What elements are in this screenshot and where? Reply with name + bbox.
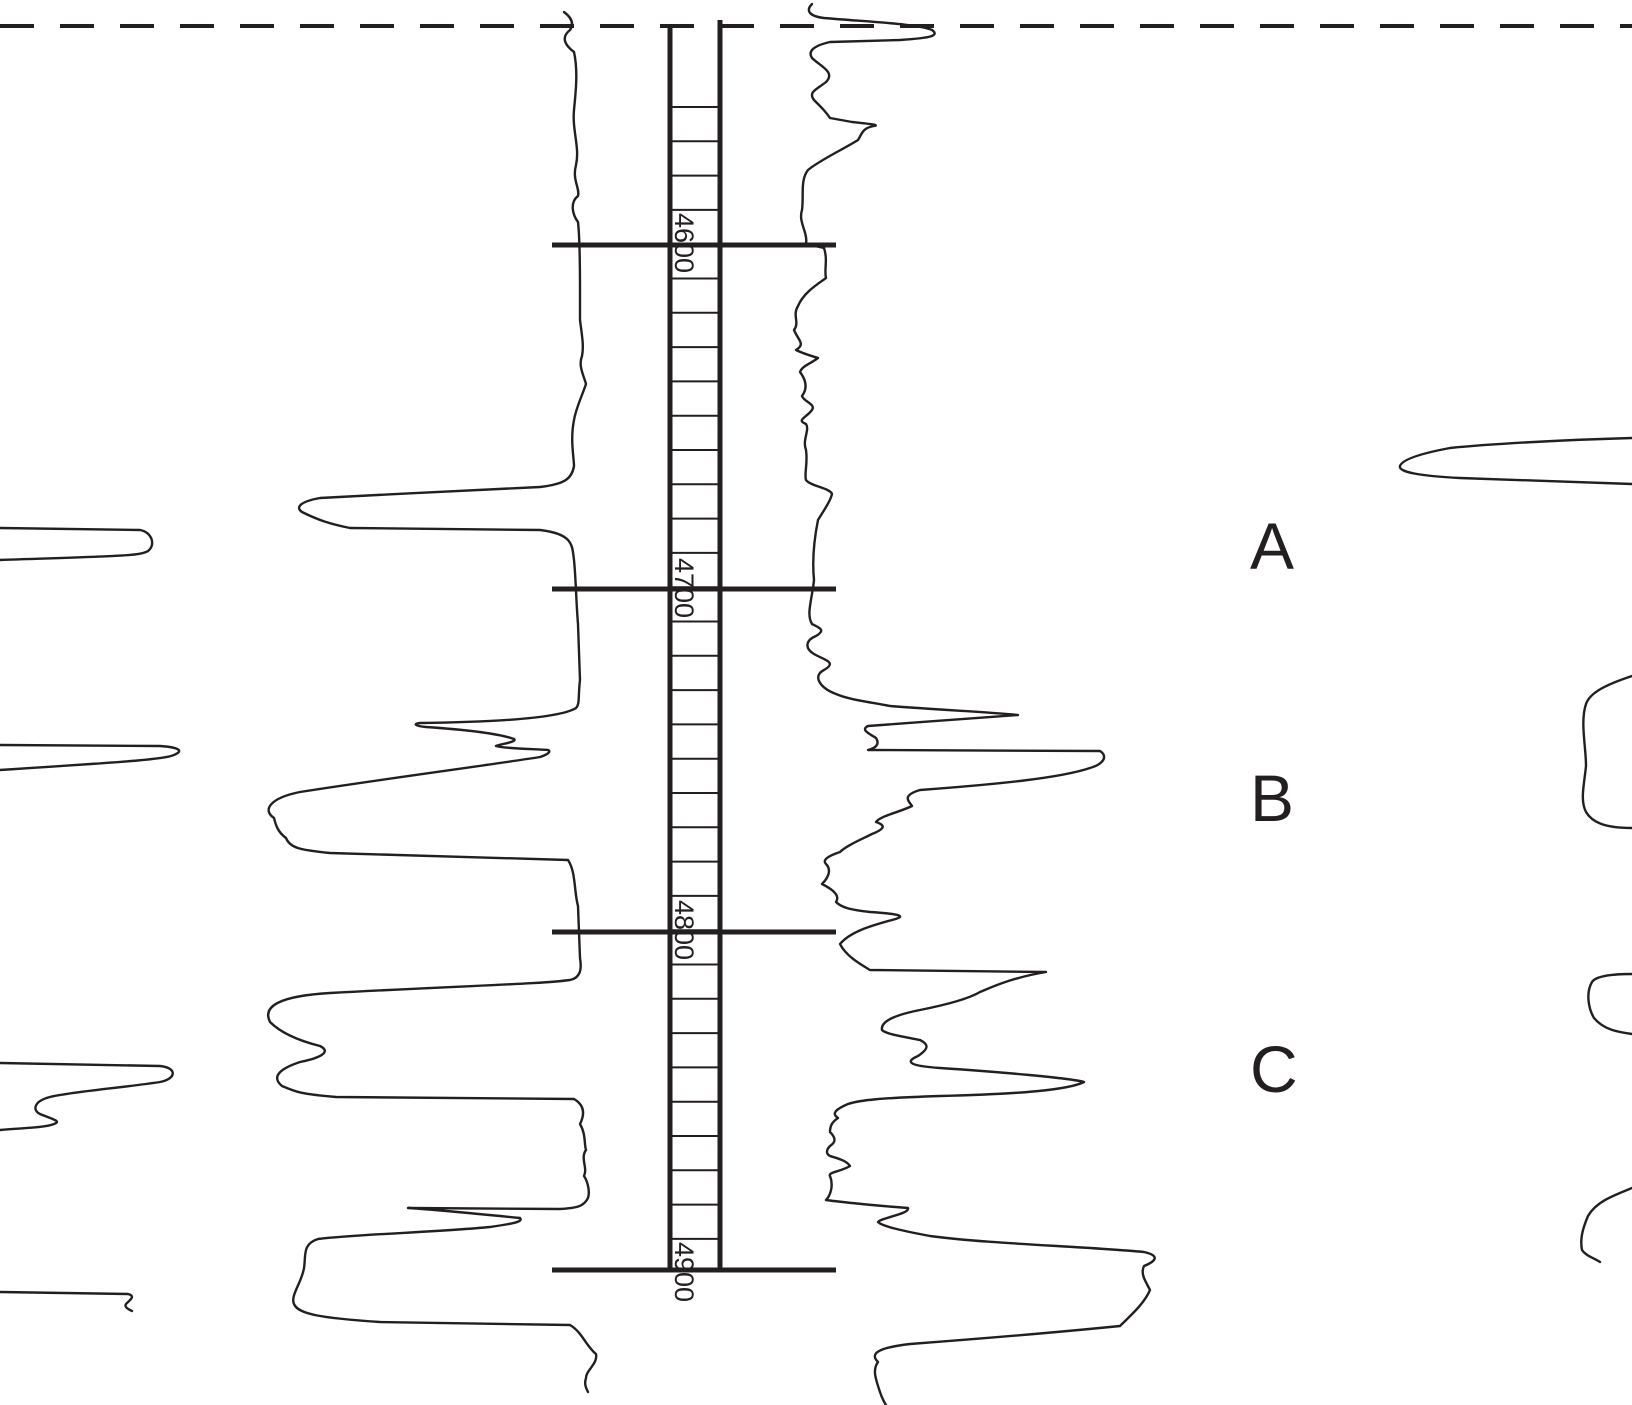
depth-label-4800: 4800 bbox=[669, 900, 699, 960]
zone-label-a: A bbox=[1250, 509, 1294, 583]
depth-label-4700: 4700 bbox=[669, 558, 699, 618]
right-well-log-curve bbox=[1398, 436, 1632, 1264]
zone-label-b: B bbox=[1250, 761, 1294, 835]
depth-track-minor-ticks bbox=[670, 106, 720, 1240]
depth-label-4600: 4600 bbox=[669, 213, 699, 273]
zone-label-c: C bbox=[1250, 1032, 1298, 1106]
depth-label-4900: 4900 bbox=[669, 1242, 699, 1302]
center-well-left-log-curve bbox=[267, 10, 598, 1394]
left-well-log-curve bbox=[0, 526, 181, 1313]
center-well-right-log-curve bbox=[792, 2, 1156, 1405]
